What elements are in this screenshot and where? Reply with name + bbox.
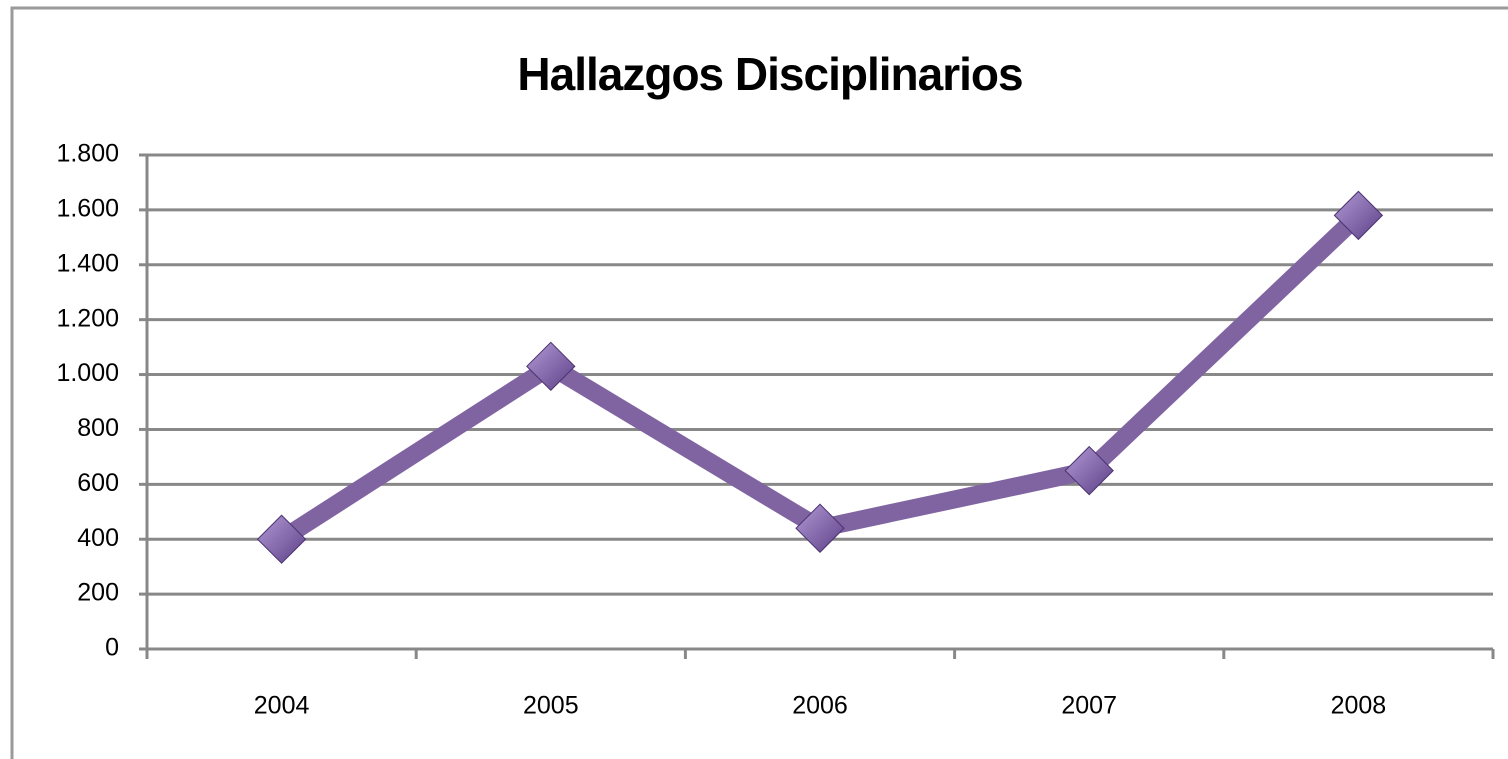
x-tick-label: 2004 [254, 692, 310, 720]
point-marker [256, 514, 307, 564]
y-tick-label: 1.200 [56, 304, 119, 332]
y-tick-label: 1.400 [56, 249, 119, 277]
y-tick-label: 1.000 [56, 359, 119, 387]
y-tick-label: 600 [77, 469, 119, 497]
y-tick-label: 200 [77, 579, 119, 607]
y-tick-label: 800 [77, 414, 119, 442]
y-tick-label: 1.800 [56, 140, 119, 168]
x-tick-label: 2005 [523, 692, 579, 720]
chart-title: Hallazgos Disciplinarios [517, 48, 1022, 100]
point-marker [526, 341, 576, 392]
y-tick-label: 400 [77, 524, 119, 552]
x-tick-label: 2008 [1331, 692, 1387, 720]
point-marker [1064, 445, 1114, 496]
chart-border [10, 6, 1508, 759]
x-tick-label: 2007 [1061, 692, 1117, 720]
point-marker [795, 503, 845, 553]
point-marker [1333, 190, 1384, 241]
y-tick-label: 1.600 [56, 194, 119, 222]
x-tick-label: 2006 [792, 692, 848, 720]
y-tick-label: 0 [105, 634, 119, 662]
